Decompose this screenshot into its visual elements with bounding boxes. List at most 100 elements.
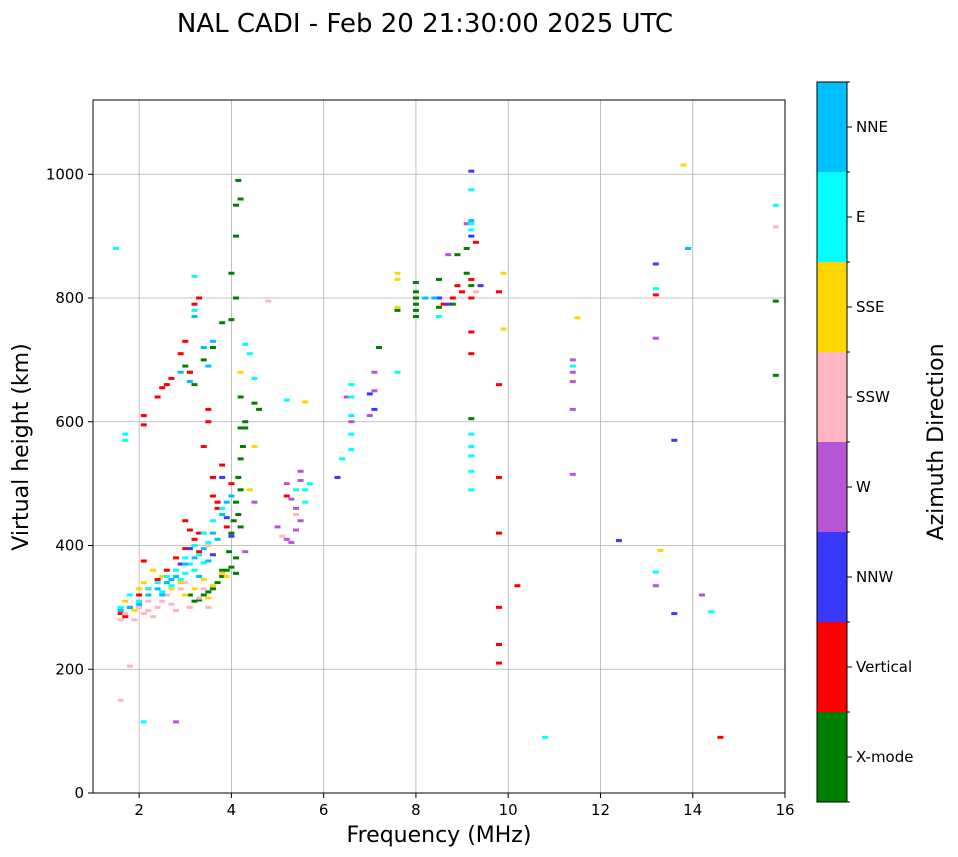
- plot-area: 2 4 6 8 10 12 14 16 0 200 400 600 800 1000: [46, 99, 795, 819]
- data-point-x-mode: [200, 593, 207, 597]
- data-point-vertical: [122, 615, 129, 619]
- data-point-vertical: [495, 290, 502, 294]
- data-point-vertical: [209, 475, 216, 479]
- data-point-x-mode: [235, 475, 242, 479]
- data-point-w: [569, 472, 576, 476]
- data-point-x-mode: [242, 426, 249, 430]
- data-point-x-mode: [412, 290, 419, 294]
- plot-frame: [92, 99, 786, 794]
- y-tick-label: 800: [55, 289, 84, 307]
- data-point-ssw: [126, 664, 133, 668]
- data-point-vertical: [219, 463, 226, 467]
- data-point-x-mode: [226, 550, 233, 554]
- data-point-x-mode: [228, 318, 235, 322]
- data-point-x-mode: [209, 346, 216, 349]
- data-point-nne: [205, 559, 212, 563]
- data-point-vertical: [495, 661, 502, 665]
- colorbar-label: Azimuth Direction: [924, 343, 949, 540]
- data-point-e: [468, 222, 475, 226]
- data-point-vertical: [140, 414, 147, 418]
- data-point-x-mode: [237, 525, 244, 529]
- data-point-e: [468, 188, 475, 192]
- data-point-e: [113, 247, 120, 250]
- y-tick-label: 400: [55, 537, 84, 555]
- data-point-nne: [422, 296, 429, 300]
- x-tick-label: 14: [683, 801, 702, 819]
- data-point-nne: [191, 556, 198, 560]
- y-tick-label: 1000: [46, 165, 84, 183]
- data-point-sse: [136, 587, 143, 591]
- y-tick-label: 600: [55, 413, 84, 431]
- data-point-e: [468, 469, 475, 473]
- data-point-w: [348, 420, 355, 424]
- data-point-nnw: [186, 547, 193, 551]
- data-point-vertical: [449, 296, 456, 300]
- data-point-x-mode: [233, 500, 240, 504]
- data-point-x-mode: [196, 598, 203, 602]
- colorbar-segment: [817, 622, 847, 712]
- data-point-vertical: [459, 290, 466, 294]
- data-point-nne: [223, 500, 230, 504]
- data-point-ssw: [205, 605, 212, 609]
- data-point-e: [191, 544, 198, 547]
- data-point-e: [468, 432, 475, 436]
- data-point-x-mode: [436, 277, 442, 281]
- data-point-w: [371, 370, 378, 374]
- data-point-w: [652, 336, 659, 340]
- data-point-e: [394, 370, 401, 374]
- data-point-x-mode: [412, 281, 419, 285]
- data-point-vertical: [196, 296, 203, 300]
- data-point-e: [306, 482, 313, 486]
- data-point-vertical: [182, 519, 189, 523]
- data-point-vertical: [136, 593, 143, 597]
- data-point-vertical: [191, 302, 198, 306]
- data-point-e: [159, 590, 166, 594]
- data-point-vertical: [468, 352, 475, 356]
- data-point-e: [200, 561, 207, 565]
- data-point-w: [297, 479, 304, 483]
- data-point-w: [569, 358, 576, 362]
- data-point-w: [242, 550, 249, 554]
- data-point-x-mode: [772, 373, 779, 377]
- data-point-nnw: [671, 438, 678, 442]
- data-point-nne: [168, 578, 175, 582]
- data-point-nne: [200, 346, 207, 349]
- data-point-e: [145, 587, 152, 591]
- data-point-ssw: [168, 602, 175, 606]
- data-point-vertical: [514, 584, 521, 588]
- data-point-vertical: [186, 370, 193, 374]
- data-point-nnw: [228, 534, 235, 538]
- data-point-nne: [159, 593, 166, 597]
- data-point-e: [569, 364, 576, 368]
- data-point-x-mode: [233, 556, 240, 560]
- data-point-e: [292, 488, 299, 492]
- data-point-e: [468, 454, 475, 458]
- data-point-sse: [223, 574, 230, 578]
- data-point-sse: [140, 581, 147, 585]
- data-point-ssw: [182, 581, 189, 585]
- data-point-nnw: [436, 296, 442, 300]
- data-point-sse: [394, 277, 401, 281]
- data-point-e: [191, 568, 198, 572]
- data-point-w: [698, 593, 705, 597]
- data-point-e: [302, 500, 309, 504]
- data-point-vertical: [159, 386, 166, 390]
- data-point-ssw: [117, 698, 124, 702]
- data-point-w: [274, 525, 281, 529]
- colorbar-frame: [816, 81, 848, 803]
- data-point-sse: [251, 445, 258, 448]
- data-point-vertical: [283, 494, 290, 498]
- colorbar-segment: [817, 82, 847, 172]
- data-point-e: [348, 383, 355, 387]
- data-point-x-mode: [436, 305, 442, 309]
- data-point-vertical: [205, 407, 212, 411]
- data-point-nne: [173, 574, 180, 578]
- data-point-e: [154, 581, 161, 585]
- data-point-e: [196, 553, 203, 557]
- data-point-nnw: [334, 475, 341, 479]
- data-point-nnw: [652, 262, 659, 266]
- data-point-sse: [394, 271, 401, 275]
- data-point-e: [348, 448, 355, 452]
- data-point-nne: [205, 364, 212, 368]
